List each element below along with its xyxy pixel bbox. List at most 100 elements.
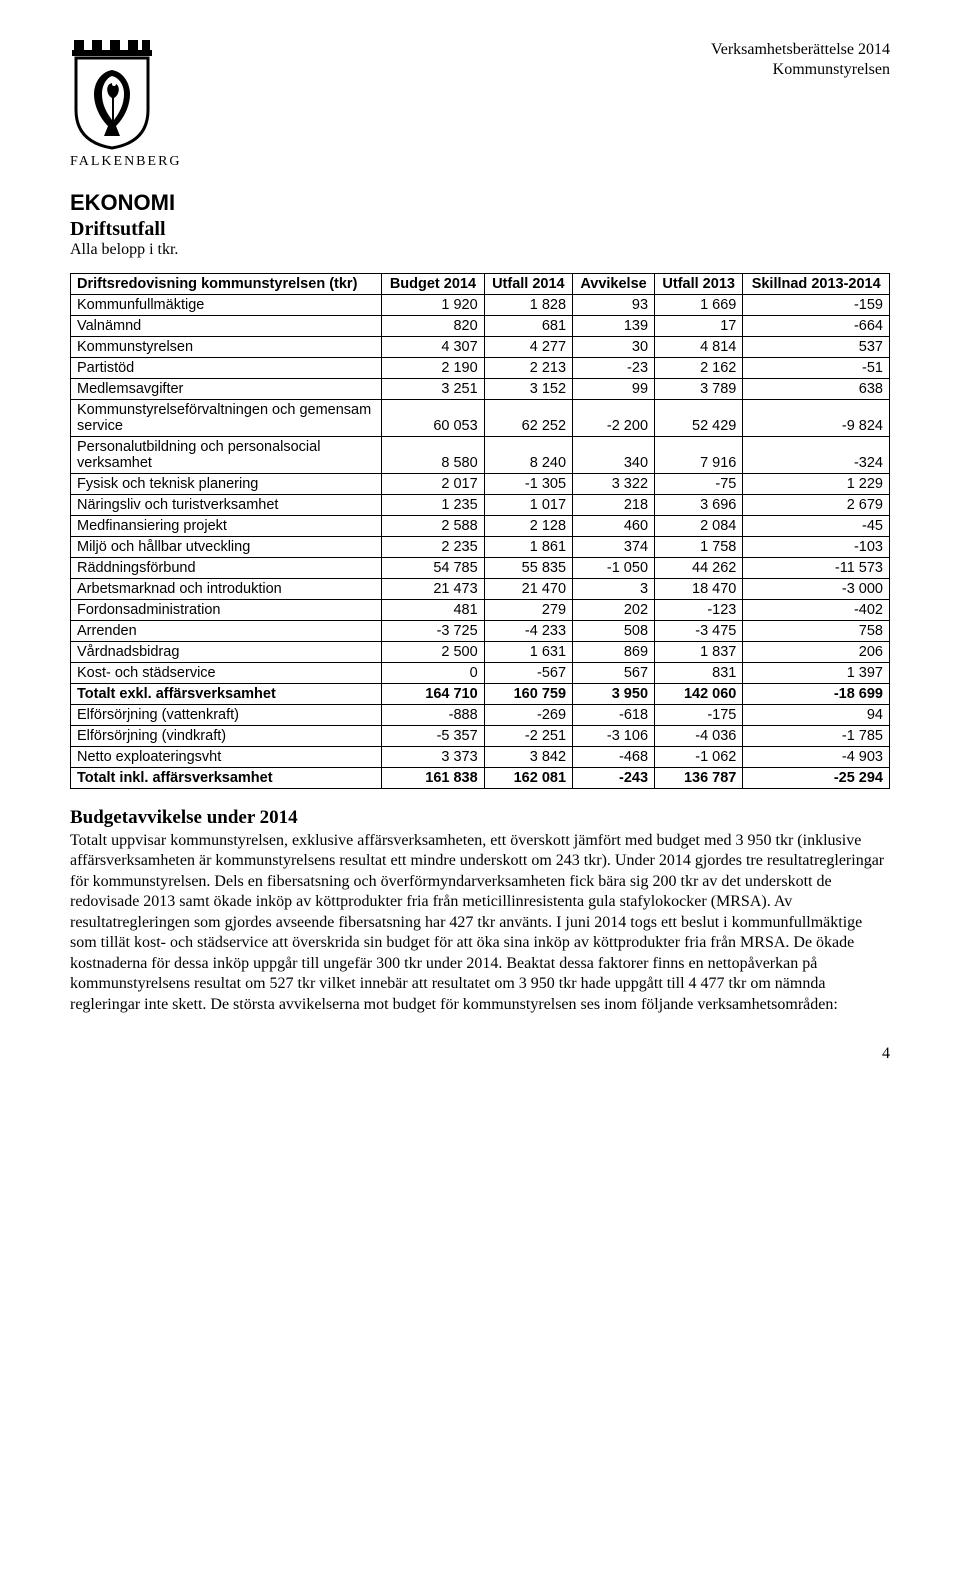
row-value: 142 060 <box>655 684 743 705</box>
row-value: 1 828 <box>484 295 572 316</box>
table-row: Arrenden-3 725-4 233508-3 475758 <box>71 621 890 642</box>
row-value: 3 251 <box>382 379 484 400</box>
row-value: 18 470 <box>655 579 743 600</box>
row-value: -45 <box>743 516 890 537</box>
row-value: 831 <box>655 663 743 684</box>
row-value: 2 235 <box>382 537 484 558</box>
row-label: Kommunfullmäktige <box>71 295 382 316</box>
row-value: 218 <box>573 495 655 516</box>
row-label: Vårdnadsbidrag <box>71 642 382 663</box>
row-value: 7 916 <box>655 437 743 474</box>
note-alla-belopp: Alla belopp i tkr. <box>70 241 890 259</box>
document-meta: Verksamhetsberättelse 2014 Kommunstyrels… <box>711 40 890 80</box>
row-value: 279 <box>484 600 572 621</box>
row-label: Totalt exkl. affärsverksamhet <box>71 684 382 705</box>
table-row: Kommunstyrelseförvaltningen och gemensam… <box>71 400 890 437</box>
row-value: -75 <box>655 474 743 495</box>
row-value: 94 <box>743 705 890 726</box>
row-value: 17 <box>655 316 743 337</box>
row-value: 2 190 <box>382 358 484 379</box>
row-value: 869 <box>573 642 655 663</box>
row-value: 481 <box>382 600 484 621</box>
table-row: Kommunstyrelsen4 3074 277304 814537 <box>71 337 890 358</box>
row-value: 4 307 <box>382 337 484 358</box>
row-value: -2 251 <box>484 726 572 747</box>
row-value: -103 <box>743 537 890 558</box>
row-value: 460 <box>573 516 655 537</box>
row-label: Medlemsavgifter <box>71 379 382 400</box>
row-value: -3 106 <box>573 726 655 747</box>
row-value: 99 <box>573 379 655 400</box>
row-value: 3 322 <box>573 474 655 495</box>
row-value: -23 <box>573 358 655 379</box>
row-value: 21 473 <box>382 579 484 600</box>
row-label: Kost- och städservice <box>71 663 382 684</box>
row-value: -3 725 <box>382 621 484 642</box>
row-value: 55 835 <box>484 558 572 579</box>
row-value: -4 036 <box>655 726 743 747</box>
table-row: Miljö och hållbar utveckling2 2351 86137… <box>71 537 890 558</box>
row-label: Kommunstyrelseförvaltningen och gemensam… <box>71 400 382 437</box>
row-value: 2 084 <box>655 516 743 537</box>
row-value: 537 <box>743 337 890 358</box>
row-value: -888 <box>382 705 484 726</box>
row-label: Elförsörjning (vindkraft) <box>71 726 382 747</box>
row-label: Netto exploateringsvht <box>71 747 382 768</box>
row-value: 54 785 <box>382 558 484 579</box>
table-row: Fysisk och teknisk planering2 017-1 3053… <box>71 474 890 495</box>
row-label: Näringsliv och turistverksamhet <box>71 495 382 516</box>
row-value: 2 128 <box>484 516 572 537</box>
row-label: Kommunstyrelsen <box>71 337 382 358</box>
table-row: Räddningsförbund54 78555 835-1 05044 262… <box>71 558 890 579</box>
row-label: Partistöd <box>71 358 382 379</box>
row-label: Arrenden <box>71 621 382 642</box>
row-value: -123 <box>655 600 743 621</box>
row-value: 2 213 <box>484 358 572 379</box>
heading-ekonomi: EKONOMI <box>70 190 890 216</box>
row-value: 3 696 <box>655 495 743 516</box>
row-value: 8 240 <box>484 437 572 474</box>
row-value: 1 669 <box>655 295 743 316</box>
doc-title-line1: Verksamhetsberättelse 2014 <box>711 40 890 60</box>
row-value: 1 017 <box>484 495 572 516</box>
row-value: 0 <box>382 663 484 684</box>
table-row: Näringsliv och turistverksamhet1 2351 01… <box>71 495 890 516</box>
row-value: -243 <box>573 768 655 789</box>
row-value: 202 <box>573 600 655 621</box>
row-label: Fysisk och teknisk planering <box>71 474 382 495</box>
row-label: Miljö och hållbar utveckling <box>71 537 382 558</box>
table-row: Fordonsadministration481279202-123-402 <box>71 600 890 621</box>
row-value: -1 305 <box>484 474 572 495</box>
row-value: -1 062 <box>655 747 743 768</box>
row-value: 638 <box>743 379 890 400</box>
row-label: Fordonsadministration <box>71 600 382 621</box>
row-value: -2 200 <box>573 400 655 437</box>
table-row: Medfinansiering projekt2 5882 1284602 08… <box>71 516 890 537</box>
row-value: 1 229 <box>743 474 890 495</box>
row-value: 1 861 <box>484 537 572 558</box>
row-value: 161 838 <box>382 768 484 789</box>
th-label: Driftsredovisning kommunstyrelsen (tkr) <box>71 274 382 295</box>
row-value: -1 785 <box>743 726 890 747</box>
row-value: -468 <box>573 747 655 768</box>
row-value: 21 470 <box>484 579 572 600</box>
row-value: 139 <box>573 316 655 337</box>
row-value: 44 262 <box>655 558 743 579</box>
row-value: 2 679 <box>743 495 890 516</box>
table-row: Elförsörjning (vindkraft)-5 357-2 251-3 … <box>71 726 890 747</box>
row-label: Räddningsförbund <box>71 558 382 579</box>
row-value: 820 <box>382 316 484 337</box>
row-value: 3 152 <box>484 379 572 400</box>
row-value: 1 837 <box>655 642 743 663</box>
row-value: 2 588 <box>382 516 484 537</box>
row-value: -1 050 <box>573 558 655 579</box>
row-value: 30 <box>573 337 655 358</box>
row-value: 681 <box>484 316 572 337</box>
row-value: 4 814 <box>655 337 743 358</box>
row-value: -664 <box>743 316 890 337</box>
table-row: Netto exploateringsvht3 3733 842-468-1 0… <box>71 747 890 768</box>
row-value: 60 053 <box>382 400 484 437</box>
th-budget: Budget 2014 <box>382 274 484 295</box>
row-value: 340 <box>573 437 655 474</box>
row-value: -324 <box>743 437 890 474</box>
